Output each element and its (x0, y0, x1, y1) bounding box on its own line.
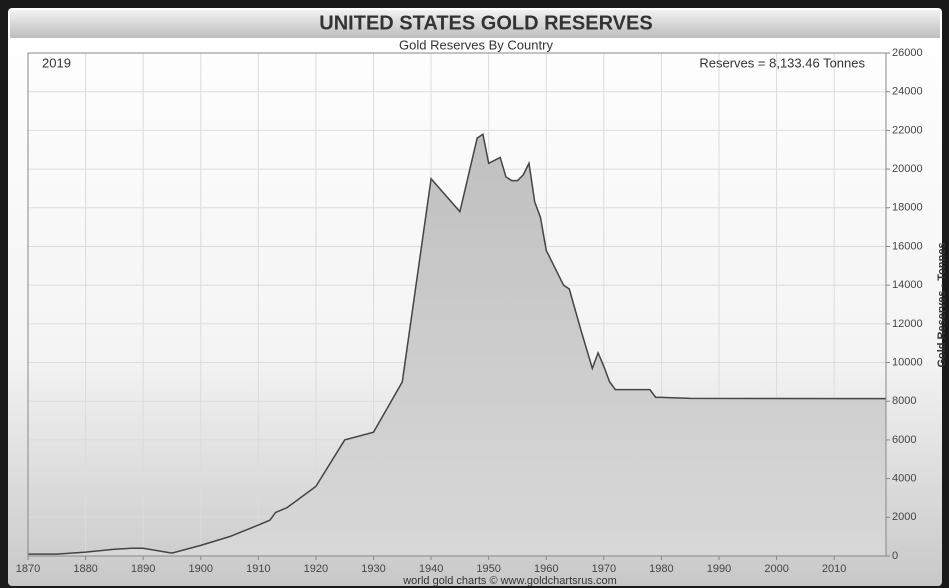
y-tick-label: 24000 (892, 86, 923, 98)
y-tick-label: 2000 (892, 511, 916, 523)
y-tick-label: 22000 (892, 124, 923, 136)
y-tick-label: 8000 (892, 395, 916, 407)
x-tick-label: 1950 (476, 563, 500, 575)
chart-title: UNITED STATES GOLD RESERVES (319, 12, 652, 34)
x-tick-label: 1920 (304, 563, 328, 575)
x-tick-label: 1990 (707, 563, 731, 575)
y-tick-label: 0 (892, 550, 898, 562)
y-tick-label: 18000 (892, 202, 923, 214)
y-tick-label: 14000 (892, 279, 923, 291)
x-tick-label: 1890 (131, 563, 155, 575)
x-tick-label: 1880 (73, 563, 97, 575)
area (28, 134, 886, 556)
y-tick-label: 26000 (892, 47, 923, 59)
plot-border (27, 52, 887, 557)
y-tick-label: 16000 (892, 240, 923, 252)
x-tick-label: 2010 (822, 563, 846, 575)
x-tick-label: 1970 (592, 563, 616, 575)
title-bar (10, 10, 940, 38)
x-tick-label: 1960 (534, 563, 558, 575)
x-tick-label: 1870 (16, 563, 40, 575)
x-tick-label: 1940 (419, 563, 443, 575)
y-axis-label: Gold Reserves - Tonnes (936, 242, 948, 367)
annotation: Reserves = 8,133.46 Tonnes (699, 55, 865, 70)
y-tick-label: 20000 (892, 163, 923, 175)
x-tick-label: 1900 (189, 563, 213, 575)
y-tick-label: 6000 (892, 434, 916, 446)
footer: world gold charts © www.goldchartsrus.co… (402, 575, 617, 587)
x-tick-label: 1910 (246, 563, 270, 575)
x-tick-label: 2000 (764, 563, 788, 575)
chart-subtitle: Gold Reserves By Country (399, 37, 553, 52)
y-tick-label: 10000 (892, 356, 923, 368)
line (28, 133, 887, 555)
y-tick-label: 4000 (892, 473, 916, 485)
y-tick-label: 12000 (892, 318, 923, 330)
annotation: 2019 (42, 55, 71, 70)
x-tick-label: 1980 (649, 563, 673, 575)
x-tick-label: 1930 (361, 563, 385, 575)
